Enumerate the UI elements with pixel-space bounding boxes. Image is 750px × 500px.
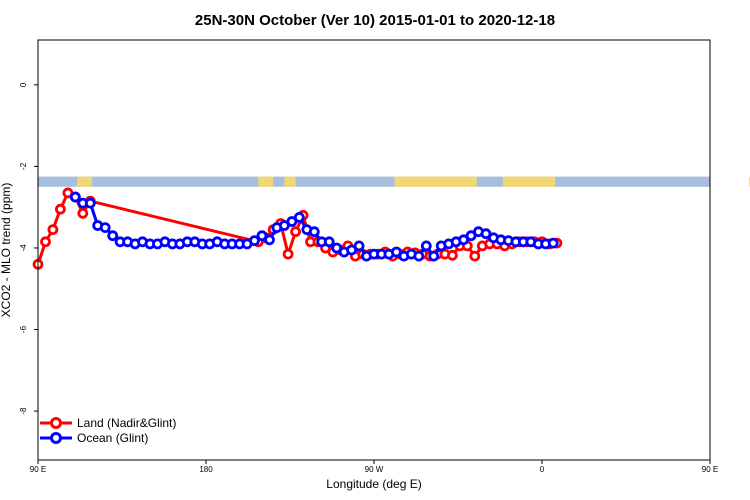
data-point [308,226,320,238]
y-tick-label: 0 [19,82,28,87]
data-point [323,236,335,248]
y-tick-label: -2 [19,162,28,170]
x-tick-label: 180 [199,465,213,474]
data-point [282,248,294,260]
strip-land-4 [502,176,556,187]
strip-land-1 [258,176,274,187]
data-point [264,234,275,246]
y-axis: 0 -2 -4 -6 -8 [19,82,38,415]
data-point [446,249,458,261]
data-point [107,230,119,242]
x-tick-label: 0 [540,465,545,474]
strip-land-3 [394,176,477,187]
data-point [69,191,81,203]
strip-ocean [38,176,710,187]
data-point [40,236,51,248]
legend-marker-land [50,417,62,429]
surface-strip [38,176,750,187]
x-tick-label: 90 E [30,465,46,474]
data-point [353,240,365,252]
data-point [420,240,432,252]
y-axis-label: XCO2 - MLO trend (ppm) [0,183,13,318]
y-tick-label: -4 [19,244,28,252]
strip-land-2 [284,176,296,187]
data-point [428,250,440,262]
data-point [469,250,481,262]
x-tick-label: 90 E [702,465,718,474]
data-point [84,197,96,209]
data-point [413,250,425,262]
data-point [77,207,89,219]
series-1 [69,191,559,262]
legend-marker-ocean [50,432,62,444]
data-point [99,222,111,234]
y-tick-label: -8 [19,407,28,415]
legend-label-ocean: Ocean (Glint) [77,431,148,445]
x-axis-label: Longitude (deg E) [326,477,421,491]
strip-land-0 [77,176,93,187]
legend: Land (Nadir&Glint) Ocean (Glint) [40,416,176,445]
data-point [47,224,59,236]
data-point [547,237,559,249]
data-point [290,226,302,238]
series-layer [32,187,563,270]
x-tick-label: 90 W [365,465,384,474]
x-axis: 90 E 180 90 W 0 90 E [30,460,718,474]
legend-label-land: Land (Nadir&Glint) [77,416,176,430]
data-point [249,235,260,247]
y-tick-label: -6 [19,325,28,333]
data-point [55,203,66,215]
chart-title: 25N-30N October (Ver 10) 2015-01-01 to 2… [195,12,555,29]
data-point [293,211,305,223]
